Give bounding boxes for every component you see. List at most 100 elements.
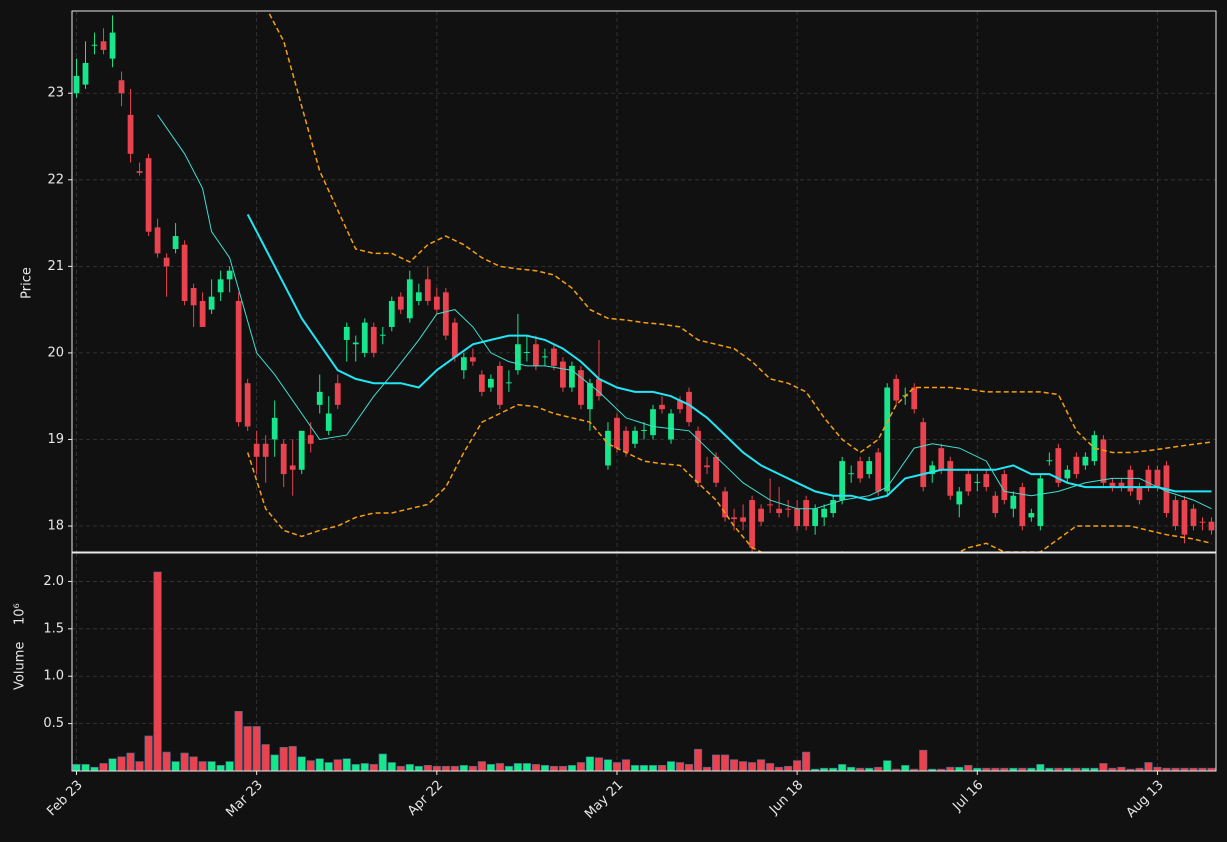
candle-body (496, 365, 503, 405)
volume-bar (441, 765, 450, 771)
candle-body (433, 296, 440, 310)
volume-tick-label: 2.0 (43, 574, 64, 589)
candle-body (983, 474, 990, 488)
volume-bar (369, 764, 378, 771)
candle-body (1001, 474, 1008, 501)
candle-body (1073, 456, 1080, 475)
volume-scale-label: 10⁶ (13, 603, 28, 625)
candle-body (866, 461, 873, 475)
volume-bar (766, 763, 775, 771)
volume-bar (955, 766, 964, 771)
x-tick-label: Apr 22 (405, 778, 446, 819)
candle-body (145, 158, 152, 232)
candle-body (217, 279, 224, 293)
candle-body (605, 430, 611, 466)
candle-body (848, 473, 855, 475)
volume-bar (675, 762, 685, 771)
volume-bar (811, 768, 820, 771)
candle-body (1082, 456, 1089, 466)
candle-body (875, 452, 882, 492)
volume-bar (297, 756, 306, 771)
candle-body (659, 404, 665, 410)
candle-body (442, 292, 449, 336)
candle-body (1127, 469, 1134, 492)
candle-body (325, 413, 332, 431)
volume-bar (757, 759, 766, 771)
candle-body (533, 344, 539, 366)
volume-bar (901, 765, 910, 771)
labels-layer: Feb 23 Mar 23 Apr 22 May 21 Jun 18 Jul 16 Aug … (43, 86, 1166, 822)
volume-bar (288, 746, 297, 771)
candle-body (451, 322, 458, 358)
candle-body (830, 500, 837, 514)
candle-body (1199, 521, 1206, 523)
overlay-line (246, 213, 1212, 502)
candle-body (929, 465, 936, 475)
volume-bar (234, 710, 243, 771)
volume-bar (486, 764, 495, 771)
volume-bar (153, 571, 162, 771)
volume-bar (919, 749, 928, 771)
candle-body (127, 114, 134, 154)
candle-body (361, 322, 368, 353)
candle-body (695, 430, 701, 483)
candle-body (271, 417, 278, 440)
volume-bar (261, 744, 270, 771)
volume-bar (874, 766, 883, 771)
volume-bar (702, 766, 712, 771)
candle-body (226, 270, 233, 280)
candle-body (289, 465, 296, 470)
candle-body (1136, 487, 1143, 501)
candle-body (388, 300, 395, 327)
candle-body (614, 417, 620, 449)
y-tick-label: 21 (47, 259, 64, 274)
candle-body (776, 508, 783, 514)
candle-body (460, 357, 467, 371)
candle-body (740, 517, 746, 522)
candle-body (469, 357, 476, 362)
volume-bar (964, 765, 973, 771)
candle-body (1181, 500, 1188, 535)
candle-body (542, 356, 548, 358)
candle-body (73, 75, 80, 94)
volume-bar (693, 748, 703, 771)
y-tick-label: 23 (47, 86, 64, 101)
candle-body (1046, 460, 1053, 462)
candle-body (478, 374, 485, 392)
y-tick-label: 18 (47, 519, 64, 534)
candle-body (920, 422, 927, 488)
candle-body (758, 508, 764, 522)
candle-body (136, 171, 143, 173)
candle-body (713, 456, 719, 483)
volume-bar (468, 765, 477, 771)
volume-bar (207, 761, 216, 771)
candle-body (1010, 495, 1017, 509)
candle-body (821, 508, 828, 518)
volume-bar (729, 759, 739, 771)
volume-bar (117, 756, 126, 771)
volume-bar (639, 765, 649, 771)
volume-tick-label: 0.5 (43, 716, 64, 731)
x-tick-label: Mar 23 (223, 778, 266, 821)
candle-body (812, 508, 819, 527)
candle-body (352, 342, 359, 345)
candle-body (1190, 508, 1197, 527)
candle-body (100, 41, 107, 50)
volume-bar (414, 765, 423, 771)
volume-bar (198, 761, 207, 771)
volume-bar (396, 765, 405, 771)
candle-body (1019, 487, 1026, 527)
volume-bar (477, 761, 486, 771)
volume-bar (135, 761, 144, 771)
candle-body (1154, 469, 1161, 488)
candle-body (956, 491, 963, 505)
volume-bar (423, 765, 432, 771)
volume-bar (748, 762, 757, 771)
volume-bar (180, 752, 189, 771)
volume-bar (720, 754, 730, 771)
volume-bar (81, 764, 90, 771)
candle-body (677, 400, 683, 410)
candle-body (992, 495, 999, 514)
volume-bar (252, 726, 261, 771)
volume-axis-label: Volume (13, 642, 28, 690)
